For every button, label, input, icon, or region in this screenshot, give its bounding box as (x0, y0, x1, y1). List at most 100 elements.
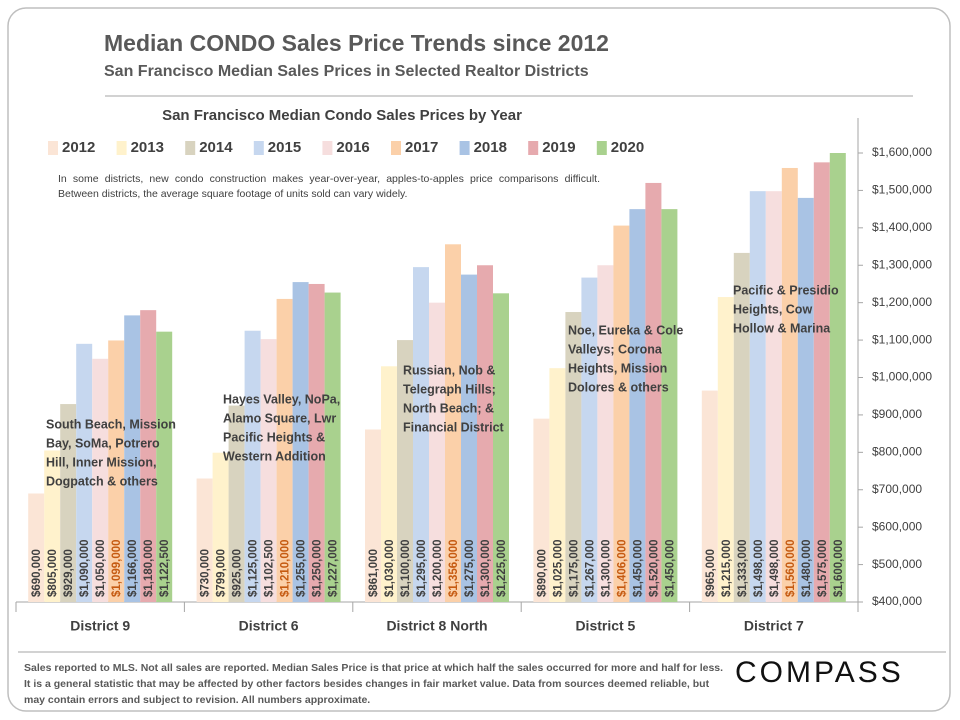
value-label: $1,480,000 (801, 539, 813, 597)
value-label: $1,180,000 (143, 539, 155, 597)
value-label: $965,000 (705, 549, 717, 597)
bar (260, 339, 277, 602)
legend-swatch (391, 141, 401, 155)
value-label: $1,225,000 (496, 539, 508, 597)
bar (60, 404, 77, 602)
bar (565, 312, 582, 602)
annotation: Valleys; Corona (568, 342, 663, 356)
bar (645, 182, 662, 602)
bar (629, 209, 646, 602)
value-label: $1,210,000 (280, 539, 292, 597)
footnote: Sales reported to MLS. Not all sales are… (24, 662, 724, 706)
bar (365, 429, 381, 602)
bar (461, 274, 477, 602)
annotation: Hill, Inner Mission, (46, 455, 156, 469)
value-label: $1,267,000 (584, 539, 596, 597)
y-tick-label: $1,300,000 (872, 257, 932, 271)
value-label: $1,090,000 (79, 539, 91, 597)
annotation: Bay, SoMa, Potrero (46, 436, 160, 450)
value-label: $1,450,000 (664, 539, 676, 597)
legend-label: 2012 (62, 139, 95, 156)
chart-title: San Francisco Median Condo Sales Prices … (162, 107, 522, 124)
value-label: $1,498,000 (769, 539, 781, 597)
y-tick-label: $400,000 (872, 594, 922, 608)
chart-note: In some districts, new condo constructio… (58, 173, 600, 200)
value-label: $1,250,000 (312, 539, 324, 597)
value-label: $1,300,000 (480, 539, 492, 597)
bar (813, 162, 830, 602)
x-tick-label: District 7 (744, 618, 804, 634)
value-label: $1,099,000 (111, 539, 123, 597)
bar (413, 267, 429, 602)
logo: COMPASS (735, 656, 904, 689)
bar (549, 368, 566, 602)
annotation: Pacific Heights & (223, 430, 325, 444)
y-tick-label: $1,600,000 (872, 145, 932, 159)
card-border (7, 7, 951, 712)
annotation: Telegraph Hills; (403, 382, 496, 396)
x-tick-label: District 5 (575, 618, 635, 634)
bar (749, 191, 766, 603)
value-label: $1,295,000 (416, 539, 428, 597)
bar (324, 292, 341, 602)
annotation: Dogpatch & others (46, 474, 158, 488)
y-tick-label: $900,000 (872, 407, 922, 421)
bar (92, 358, 109, 602)
value-label: $1,450,000 (632, 539, 644, 597)
value-label: $1,227,000 (328, 539, 340, 597)
bar (533, 418, 550, 602)
annotation: Heights, Mission (568, 361, 667, 375)
value-label: $1,300,000 (600, 539, 612, 597)
value-label: $1,333,000 (737, 539, 749, 597)
y-tick-label: $600,000 (872, 519, 922, 533)
value-label: $1,100,000 (400, 539, 412, 597)
legend-swatch (528, 141, 539, 155)
bar (493, 293, 509, 602)
value-label: $1,025,000 (552, 539, 564, 597)
value-label: $929,000 (63, 549, 75, 597)
value-label: $1,275,000 (464, 539, 476, 597)
value-label: $1,122,500 (159, 539, 171, 597)
bar (308, 283, 325, 602)
value-label: $1,215,000 (721, 539, 733, 597)
value-label: $690,000 (31, 549, 43, 597)
bar (581, 277, 598, 602)
page-subtitle: San Francisco Median Sales Prices in Sel… (104, 63, 589, 80)
bar (276, 298, 293, 602)
y-tick-label: $700,000 (872, 482, 922, 496)
legend-label: 2017 (405, 139, 438, 156)
value-label: $1,575,000 (817, 539, 829, 597)
value-label: $925,000 (232, 549, 244, 597)
value-label: $1,050,000 (95, 539, 107, 597)
value-label: $805,000 (47, 549, 59, 597)
bar (733, 252, 750, 602)
annotation: Heights, Cow (733, 302, 812, 316)
page-title: Median CONDO Sales Price Trends since 20… (104, 30, 609, 56)
legend-swatch (116, 141, 127, 155)
y-tick-label: $800,000 (872, 445, 922, 459)
value-label: $1,125,000 (248, 539, 260, 597)
x-tick-label: District 9 (70, 618, 130, 634)
legend-label: 2018 (474, 139, 507, 156)
legend-swatch (322, 141, 333, 155)
bar (381, 366, 397, 602)
legend-label: 2016 (336, 139, 369, 156)
value-label: $1,030,000 (384, 539, 396, 597)
legend-swatch (459, 141, 470, 155)
value-label: $1,255,000 (296, 539, 308, 597)
bar (108, 340, 125, 602)
annotation: Alamo Square, Lwr (223, 411, 336, 425)
x-tick-label: District 8 North (386, 618, 487, 634)
legend-swatch (596, 141, 607, 155)
legend-label: 2019 (542, 139, 575, 156)
bar (228, 405, 245, 602)
annotation: Hollow & Marina (733, 321, 831, 335)
bar (797, 197, 814, 602)
legend-label: 2013 (131, 139, 164, 156)
value-label: $1,166,000 (127, 539, 139, 597)
bar (429, 302, 445, 602)
bar (781, 167, 798, 602)
y-tick-label: $1,100,000 (872, 332, 932, 346)
